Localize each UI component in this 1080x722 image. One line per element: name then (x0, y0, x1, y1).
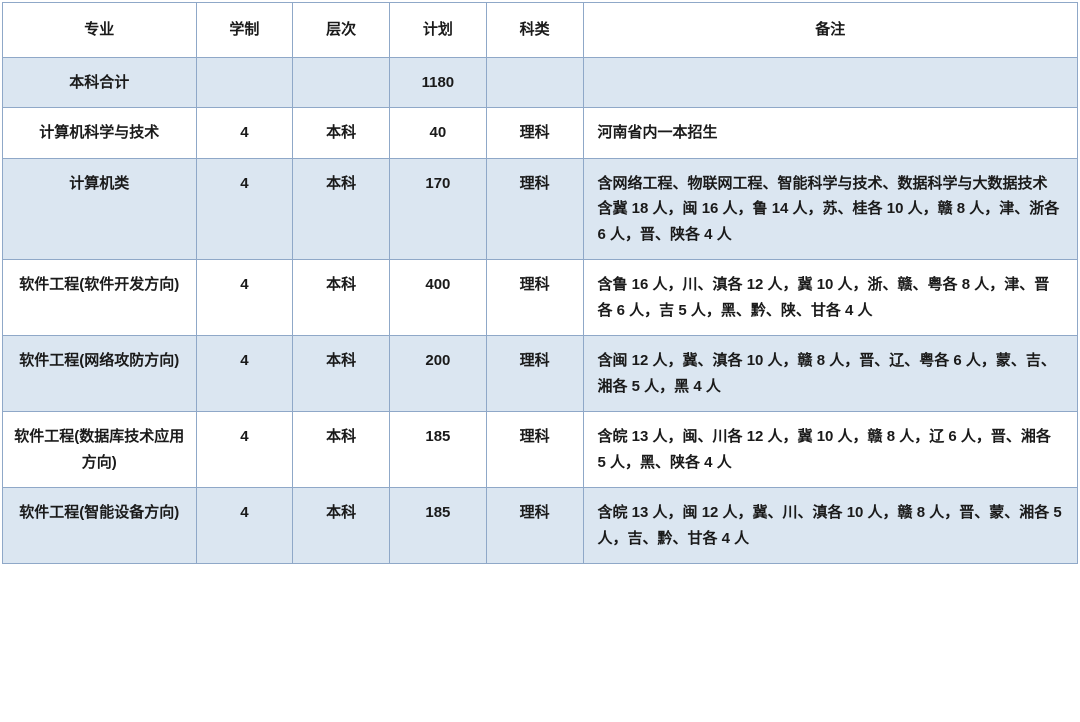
cell-category: 理科 (486, 260, 583, 336)
cell-plan: 200 (390, 336, 487, 412)
cell-major: 计算机科学与技术 (3, 108, 197, 159)
cell-level: 本科 (293, 158, 390, 260)
cell-duration: 4 (196, 336, 293, 412)
cell-major: 软件工程(数据库技术应用方向) (3, 412, 197, 488)
table-row: 计算机类4本科170理科含网络工程、物联网工程、智能科学与技术、数据科学与大数据… (3, 158, 1078, 260)
cell-category (486, 57, 583, 108)
cell-remark: 含网络工程、物联网工程、智能科学与技术、数据科学与大数据技术 含冀 18 人，闽… (583, 158, 1078, 260)
cell-remark: 河南省内一本招生 (583, 108, 1078, 159)
header-major: 专业 (3, 3, 197, 58)
cell-plan: 400 (390, 260, 487, 336)
cell-level: 本科 (293, 260, 390, 336)
cell-plan: 185 (390, 488, 487, 564)
header-duration: 学制 (196, 3, 293, 58)
cell-remark (583, 57, 1078, 108)
table-row: 软件工程(数据库技术应用方向)4本科185理科含皖 13 人，闽、川各 12 人… (3, 412, 1078, 488)
cell-major: 本科合计 (3, 57, 197, 108)
cell-major: 计算机类 (3, 158, 197, 260)
cell-major: 软件工程(网络攻防方向) (3, 336, 197, 412)
cell-remark: 含皖 13 人，闽 12 人，冀、川、滇各 10 人，赣 8 人，晋、蒙、湘各 … (583, 488, 1078, 564)
header-plan: 计划 (390, 3, 487, 58)
cell-plan: 40 (390, 108, 487, 159)
cell-level: 本科 (293, 488, 390, 564)
table-header-row: 专业 学制 层次 计划 科类 备注 (3, 3, 1078, 58)
cell-duration: 4 (196, 158, 293, 260)
cell-remark: 含皖 13 人，闽、川各 12 人，冀 10 人，赣 8 人，辽 6 人，晋、湘… (583, 412, 1078, 488)
enrollment-plan-table: 专业 学制 层次 计划 科类 备注 本科合计1180计算机科学与技术4本科40理… (2, 2, 1078, 564)
cell-remark: 含鲁 16 人，川、滇各 12 人，冀 10 人，浙、赣、粤各 8 人，津、晋各… (583, 260, 1078, 336)
header-remark: 备注 (583, 3, 1078, 58)
cell-plan: 170 (390, 158, 487, 260)
table-row: 本科合计 1180 (3, 57, 1078, 108)
cell-level: 本科 (293, 108, 390, 159)
cell-remark: 含闽 12 人，冀、滇各 10 人，赣 8 人，晋、辽、粤各 6 人，蒙、吉、湘… (583, 336, 1078, 412)
cell-category: 理科 (486, 488, 583, 564)
table-row: 计算机科学与技术4本科40理科河南省内一本招生 (3, 108, 1078, 159)
table-row: 软件工程(软件开发方向)4本科400理科含鲁 16 人，川、滇各 12 人，冀 … (3, 260, 1078, 336)
header-level: 层次 (293, 3, 390, 58)
cell-major: 软件工程(软件开发方向) (3, 260, 197, 336)
cell-category: 理科 (486, 158, 583, 260)
cell-level: 本科 (293, 412, 390, 488)
header-category: 科类 (486, 3, 583, 58)
table-row: 软件工程(网络攻防方向)4本科200理科含闽 12 人，冀、滇各 10 人，赣 … (3, 336, 1078, 412)
cell-major: 软件工程(智能设备方向) (3, 488, 197, 564)
table-row: 软件工程(智能设备方向)4本科185理科含皖 13 人，闽 12 人，冀、川、滇… (3, 488, 1078, 564)
cell-category: 理科 (486, 108, 583, 159)
cell-duration: 4 (196, 488, 293, 564)
cell-category: 理科 (486, 336, 583, 412)
cell-category: 理科 (486, 412, 583, 488)
cell-duration: 4 (196, 412, 293, 488)
cell-duration: 4 (196, 108, 293, 159)
cell-level: 本科 (293, 336, 390, 412)
cell-duration (196, 57, 293, 108)
cell-duration: 4 (196, 260, 293, 336)
cell-level (293, 57, 390, 108)
cell-plan: 185 (390, 412, 487, 488)
cell-plan: 1180 (390, 57, 487, 108)
